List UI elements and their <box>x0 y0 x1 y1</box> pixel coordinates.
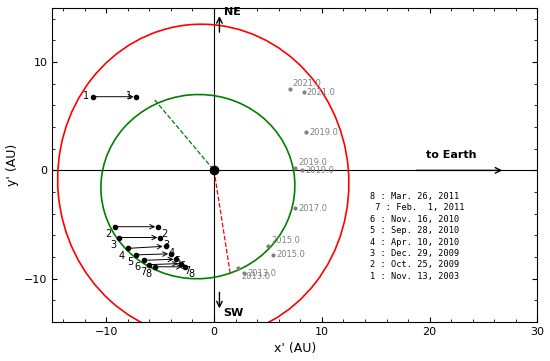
Text: 8: 8 <box>188 269 194 279</box>
Text: 4: 4 <box>169 248 175 258</box>
Text: NE: NE <box>224 6 240 17</box>
Text: 7: 7 <box>140 267 146 277</box>
Text: 2: 2 <box>161 229 167 239</box>
Text: 2019.0: 2019.0 <box>298 158 327 167</box>
Text: 2015.0: 2015.0 <box>277 251 305 259</box>
Text: 2013.0: 2013.0 <box>241 272 270 281</box>
Text: 6: 6 <box>135 262 141 273</box>
Text: 6: 6 <box>179 261 186 271</box>
Text: 2019.0: 2019.0 <box>309 128 338 137</box>
Text: 7 : Feb.  1, 2011: 7 : Feb. 1, 2011 <box>370 203 465 212</box>
Text: 8 : Mar. 26, 2011: 8 : Mar. 26, 2011 <box>370 192 460 201</box>
Text: 5: 5 <box>174 256 180 266</box>
X-axis label: x' (AU): x' (AU) <box>274 343 316 356</box>
Text: 2017.0: 2017.0 <box>298 204 327 213</box>
Text: 3: 3 <box>110 240 116 250</box>
Text: 2013.0: 2013.0 <box>248 269 277 278</box>
Text: 2021.0: 2021.0 <box>307 88 336 97</box>
Text: 3: 3 <box>163 240 169 250</box>
Text: 3 : Dec. 29, 2009: 3 : Dec. 29, 2009 <box>370 249 460 258</box>
Text: 6 : Nov. 16, 2010: 6 : Nov. 16, 2010 <box>370 215 460 224</box>
Text: 8: 8 <box>145 269 151 279</box>
Text: 7: 7 <box>184 266 190 276</box>
Text: 2: 2 <box>106 229 112 239</box>
Text: 1: 1 <box>126 91 132 101</box>
Text: 2 : Oct. 25, 2009: 2 : Oct. 25, 2009 <box>370 260 460 269</box>
Text: to Earth: to Earth <box>426 149 476 160</box>
Text: 5: 5 <box>127 257 133 267</box>
Text: 2019.0: 2019.0 <box>306 166 334 175</box>
Text: 1: 1 <box>83 91 89 101</box>
Text: 2021.0: 2021.0 <box>293 79 322 88</box>
Text: SW: SW <box>224 308 244 318</box>
Text: 2015.0: 2015.0 <box>271 236 300 245</box>
Y-axis label: y' (AU): y' (AU) <box>6 144 19 186</box>
Text: 4: 4 <box>118 251 124 261</box>
Text: 1 : Nov. 13, 2003: 1 : Nov. 13, 2003 <box>370 272 460 280</box>
Text: 4 : Apr. 10, 2010: 4 : Apr. 10, 2010 <box>370 238 460 247</box>
Text: 5 : Sep. 28, 2010: 5 : Sep. 28, 2010 <box>370 226 460 235</box>
